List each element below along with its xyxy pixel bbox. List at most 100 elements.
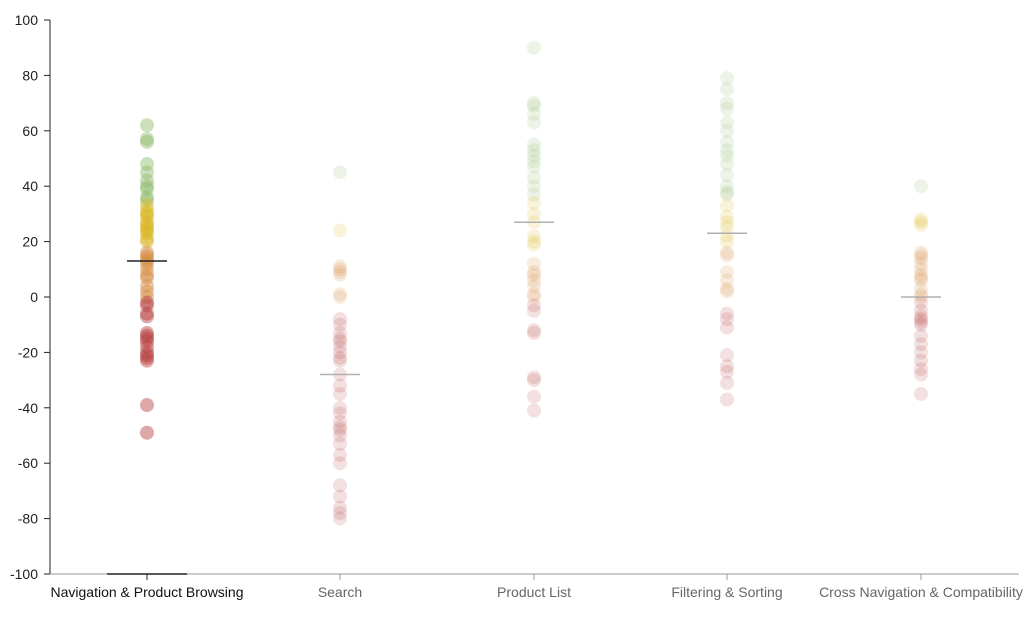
data-point <box>720 143 734 158</box>
data-point <box>333 400 347 415</box>
data-point <box>140 348 154 363</box>
data-point <box>914 303 928 318</box>
data-point <box>140 339 154 354</box>
data-point <box>527 256 541 271</box>
y-tick-label: -80 <box>18 511 38 527</box>
data-point <box>914 217 928 232</box>
data-point <box>914 212 928 227</box>
data-point <box>527 373 541 388</box>
y-tick-label: -60 <box>18 455 38 471</box>
data-point <box>720 375 734 390</box>
data-point <box>140 165 154 180</box>
y-tick-label: 20 <box>22 234 38 250</box>
y-tick-label: 0 <box>30 289 38 305</box>
data-point <box>914 270 928 285</box>
data-point <box>333 326 347 341</box>
data-point <box>140 118 154 133</box>
data-point <box>333 350 347 365</box>
data-point <box>527 96 541 111</box>
data-point <box>527 40 541 55</box>
data-point <box>333 339 347 354</box>
data-point <box>140 231 154 246</box>
data-point <box>527 265 541 280</box>
data-point <box>333 420 347 435</box>
data-point <box>527 290 541 304</box>
data-point <box>333 506 347 521</box>
data-point <box>527 98 541 113</box>
data-point <box>527 267 541 282</box>
data-point <box>333 287 347 302</box>
data-point <box>333 386 347 401</box>
data-point <box>914 295 928 310</box>
data-point <box>333 265 347 280</box>
data-point <box>914 367 928 382</box>
category-label[interactable]: Cross Navigation & Compatibility <box>819 584 1023 600</box>
data-point <box>914 345 928 360</box>
data-point <box>914 215 928 230</box>
data-point <box>720 96 734 111</box>
data-point <box>720 364 734 379</box>
data-point <box>527 278 541 293</box>
data-point <box>720 187 734 202</box>
data-point <box>914 362 928 377</box>
data-point <box>914 317 928 332</box>
data-point <box>333 511 347 526</box>
data-point <box>140 190 154 205</box>
data-point <box>527 326 541 341</box>
data-point <box>140 425 154 440</box>
data-point <box>140 234 154 249</box>
data-point <box>914 267 928 282</box>
data-point <box>527 323 541 338</box>
data-point <box>140 306 154 321</box>
data-point <box>140 204 154 219</box>
data-point <box>527 298 541 313</box>
data-point <box>333 353 347 368</box>
data-point <box>140 298 154 313</box>
data-point <box>720 101 734 116</box>
data-point <box>527 273 541 288</box>
category-label[interactable]: Filtering & Sorting <box>671 584 782 600</box>
data-point <box>140 245 154 260</box>
data-point <box>140 209 154 224</box>
data-point <box>914 337 928 352</box>
data-point <box>140 198 154 213</box>
data-point <box>140 290 154 304</box>
data-point <box>914 328 928 343</box>
data-point <box>140 267 154 282</box>
data-point <box>720 320 734 335</box>
y-tick-label: -40 <box>18 400 38 416</box>
category-label[interactable]: Navigation & Product Browsing <box>51 584 244 600</box>
data-point <box>914 248 928 263</box>
data-point <box>527 287 541 302</box>
data-point <box>914 309 928 324</box>
data-point <box>527 154 541 169</box>
data-point <box>720 312 734 327</box>
data-point <box>333 317 347 332</box>
data-point <box>527 107 541 122</box>
points-layer <box>140 40 928 526</box>
data-point <box>720 220 734 235</box>
data-point <box>140 134 154 149</box>
data-point <box>527 187 541 202</box>
data-point <box>720 157 734 172</box>
category-label[interactable]: Product List <box>497 584 571 600</box>
data-point <box>140 181 154 196</box>
data-point <box>333 414 347 429</box>
data-point <box>333 223 347 238</box>
data-point <box>333 428 347 443</box>
y-tick-label: -100 <box>10 566 38 582</box>
data-point <box>720 209 734 224</box>
data-point <box>527 229 541 244</box>
data-point <box>333 165 347 180</box>
data-point <box>720 273 734 288</box>
data-point <box>720 179 734 194</box>
data-point <box>914 179 928 194</box>
y-tick-label: 60 <box>22 123 38 139</box>
data-point <box>720 71 734 86</box>
category-label[interactable]: Search <box>318 584 362 600</box>
data-point <box>140 226 154 241</box>
y-tick-label: 100 <box>15 12 39 28</box>
data-point <box>140 262 154 277</box>
data-point <box>333 489 347 504</box>
